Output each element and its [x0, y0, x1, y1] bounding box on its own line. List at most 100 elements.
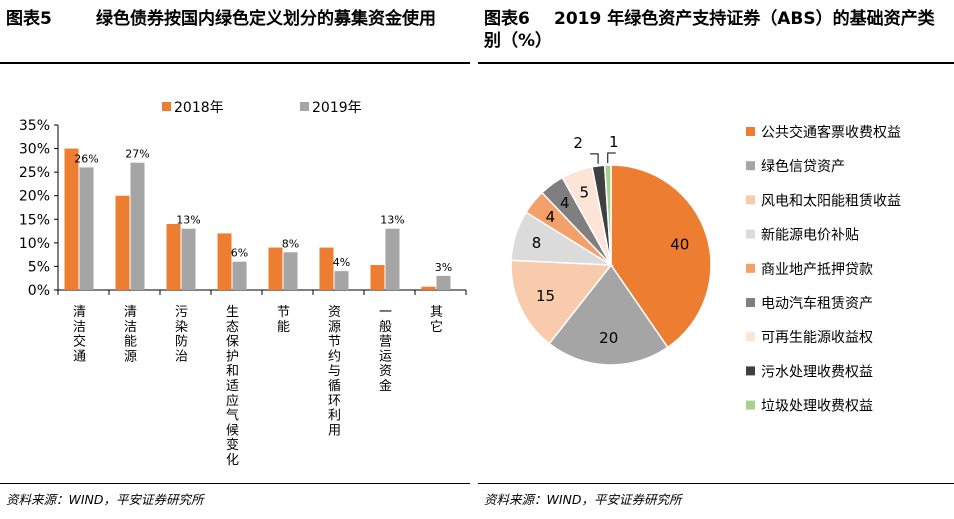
x-category-label: 候 [226, 423, 239, 438]
figure6-bottom-rule [478, 483, 954, 484]
bar-2019 [232, 261, 247, 290]
bar-2019 [436, 275, 451, 290]
x-category-label: 清 [124, 305, 137, 320]
x-category-label: 应 [226, 393, 239, 409]
pie-value-label: 8 [532, 234, 542, 252]
bar-2018 [370, 265, 385, 290]
pie-leader-line [590, 153, 599, 164]
figure6-title-text: 2019 年绿色资产支持证券（ABS）的基础资产类别（%） [484, 9, 935, 51]
legend-swatch [746, 263, 755, 273]
pie-leader-line [607, 152, 616, 164]
x-category-label: 洁 [124, 320, 137, 335]
data-label: 27% [125, 148, 149, 161]
figure5-label: 图表5 [6, 9, 52, 29]
pie-value-label: 4 [560, 194, 570, 212]
legend-swatch [746, 332, 755, 342]
data-label: 3% [435, 261, 452, 274]
x-category-label: 资 [379, 364, 392, 379]
bar-2019 [181, 228, 196, 290]
data-label: 8% [282, 237, 299, 250]
legend-label: 2019年 [312, 100, 362, 116]
pie-value-label: 5 [580, 184, 590, 202]
y-tick-label: 15% [19, 212, 50, 228]
bar-2019 [79, 167, 94, 290]
x-category-label: 节 [277, 305, 290, 320]
bar-2018 [115, 195, 130, 290]
x-category-label: 气 [226, 408, 239, 424]
legend-label: 公共交通客票收费权益 [761, 124, 901, 141]
legend-label: 商业地产抵押贷款 [761, 262, 873, 278]
bar-2018 [268, 247, 283, 290]
y-tick-label: 10% [19, 236, 50, 252]
x-category-label: 约 [328, 349, 341, 364]
y-tick-label: 5% [28, 259, 50, 275]
x-category-label: 运 [379, 349, 392, 364]
figure6-label: 图表6 [484, 9, 530, 29]
data-label: 4% [333, 256, 350, 269]
x-category-label: 治 [175, 349, 188, 364]
pie-value-label: 2 [573, 134, 583, 152]
x-category-label: 一 [379, 305, 392, 320]
figure5-bottom-rule [0, 483, 470, 484]
bar-2018 [166, 224, 181, 290]
bar-chart: 0%5%10%15%20%25%30%35%26%清洁交通27%清洁能源13%污… [19, 100, 467, 468]
pie-slice [548, 263, 669, 366]
pie-value-label: 1 [609, 133, 619, 151]
legend-label: 污水处理收费权益 [761, 364, 873, 380]
figure5-panel: 图表5 绿色债券按国内绿色定义划分的募集资金使用 0% 5% 10% 15% 20% 25%… [0, 0, 470, 519]
x-category-label: 源 [328, 320, 341, 335]
data-label: 26% [74, 152, 98, 165]
legend-label: 新能源电价补贴 [761, 228, 859, 244]
x-category-label: 能 [277, 320, 290, 335]
bar-2019 [385, 228, 400, 290]
bar-2019 [130, 162, 145, 290]
x-category-label: 它 [430, 319, 443, 335]
legend-swatch [746, 400, 755, 410]
x-category-label: 源 [124, 349, 137, 364]
data-label: 13% [176, 214, 200, 227]
y-tick-label: 20% [19, 189, 50, 205]
legend-label: 绿色信贷资产 [761, 158, 845, 175]
bar-2019 [334, 271, 349, 290]
x-category-label: 营 [379, 335, 392, 350]
x-category-label: 和 [226, 364, 239, 379]
pie-value-label: 20 [599, 329, 618, 347]
pie-value-label: 40 [670, 236, 689, 254]
pie-slice [610, 164, 712, 349]
legend-swatch [746, 298, 755, 307]
x-category-label: 清 [73, 305, 86, 320]
x-category-label: 通 [73, 349, 86, 364]
bar-2018 [421, 286, 436, 290]
x-category-label: 循 [328, 379, 341, 394]
bar-2018 [64, 148, 79, 290]
figure6-title: 图表6 2019 年绿色资产支持证券（ABS）的基础资产类别（%） [484, 8, 950, 52]
figure5-title: 图表5 绿色债券按国内绿色定义划分的募集资金使用 [6, 8, 466, 30]
data-label: 13% [380, 214, 404, 227]
y-tick-label: 0% [28, 283, 50, 299]
pie-value-label: 4 [546, 208, 556, 226]
figure6-top-rule [478, 62, 954, 64]
figure5-source: 资料来源：WIND，平安证券研究所 [6, 492, 204, 507]
x-category-label: 保 [226, 335, 239, 350]
y-tick-label: 35% [19, 118, 50, 134]
x-category-label: 环 [328, 394, 341, 409]
legend-label: 垃圾处理收费权益 [761, 399, 873, 415]
data-label: 6% [231, 247, 248, 260]
legend-label: 风电和太阳能租赁收益 [761, 193, 901, 209]
legend-label: 电动汽车租赁资产 [761, 295, 873, 312]
bar-2019 [283, 252, 298, 290]
legend-swatch [162, 102, 171, 111]
x-category-label: 交 [73, 334, 86, 350]
x-category-label: 适 [226, 379, 239, 394]
x-category-label: 防 [175, 334, 188, 350]
figure5-top-rule [0, 62, 470, 64]
x-category-label: 态 [226, 320, 239, 335]
legend-label: 可再生能源收益权 [761, 330, 873, 346]
bar-2018 [319, 247, 334, 290]
legend-swatch [746, 366, 755, 376]
legend-swatch [746, 127, 755, 136]
y-tick-label: 30% [19, 142, 50, 158]
x-category-label: 化 [226, 453, 239, 468]
x-category-label: 变 [226, 437, 239, 453]
x-category-label: 洁 [73, 320, 86, 335]
